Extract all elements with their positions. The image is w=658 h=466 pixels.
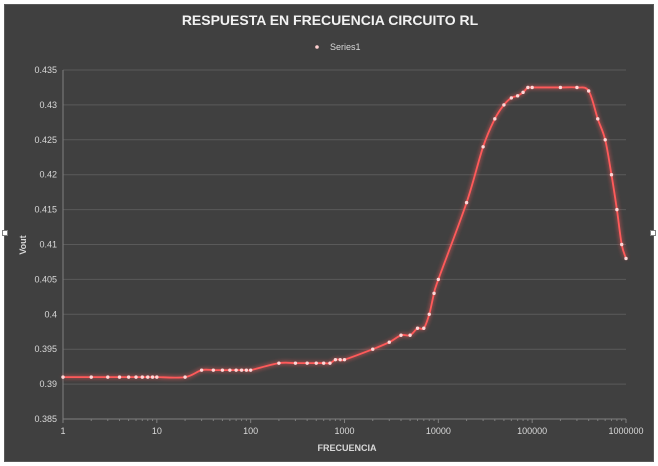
data-point[interactable] <box>328 361 332 365</box>
data-point[interactable] <box>146 375 150 379</box>
data-point[interactable] <box>575 85 579 90</box>
y-tick-label: 0.385 <box>34 414 57 424</box>
data-point[interactable] <box>515 94 520 98</box>
y-tick-label: 0.405 <box>34 274 57 284</box>
data-point[interactable] <box>277 361 281 365</box>
x-tick-label: 10000 <box>426 426 451 436</box>
data-point[interactable] <box>89 375 93 379</box>
data-point[interactable] <box>150 375 155 379</box>
data-point[interactable] <box>61 375 65 379</box>
data-point[interactable] <box>234 368 238 372</box>
x-tick-label: 1 <box>60 426 65 436</box>
y-axis-title: Vout <box>18 235 28 254</box>
data-point[interactable] <box>493 117 497 121</box>
data-point[interactable] <box>427 312 431 316</box>
data-point[interactable] <box>305 361 309 365</box>
data-point[interactable] <box>371 347 375 351</box>
data-point[interactable] <box>134 375 138 379</box>
y-tick-label: 0.425 <box>34 135 57 145</box>
y-tick-label: 0.39 <box>39 379 57 389</box>
resize-handle-right[interactable] <box>650 230 656 236</box>
y-tick-label: 0.415 <box>34 205 57 215</box>
data-point[interactable] <box>521 90 525 95</box>
series-line <box>63 86 627 379</box>
y-tick-label: 0.42 <box>39 170 57 180</box>
data-point[interactable] <box>432 291 436 296</box>
data-point[interactable] <box>183 375 187 379</box>
data-point[interactable] <box>422 326 426 330</box>
data-point[interactable] <box>106 375 110 379</box>
chart-area[interactable]: RESPUESTA EN FRECUENCIA CIRCUITO RL Seri… <box>4 4 654 462</box>
data-point[interactable] <box>314 361 318 365</box>
data-point[interactable] <box>620 242 624 247</box>
data-point[interactable] <box>199 368 204 372</box>
x-tick-label: 100000 <box>517 426 547 436</box>
data-point[interactable] <box>239 368 244 372</box>
data-point[interactable] <box>321 361 326 365</box>
x-tick-label: 100 <box>243 426 258 436</box>
data-point[interactable] <box>481 145 485 149</box>
series-layer <box>61 85 628 379</box>
data-point[interactable] <box>615 207 619 212</box>
data-point[interactable] <box>117 375 122 379</box>
legend-label: Series1 <box>330 42 361 52</box>
x-tick-label: 1000000 <box>608 426 643 436</box>
data-point[interactable] <box>126 375 131 379</box>
data-point[interactable] <box>333 357 338 362</box>
data-point[interactable] <box>436 277 441 282</box>
data-point[interactable] <box>530 85 534 90</box>
data-point[interactable] <box>464 200 469 205</box>
data-point[interactable] <box>342 357 347 362</box>
data-point[interactable] <box>609 173 614 177</box>
data-point[interactable] <box>387 340 391 344</box>
data-point[interactable] <box>624 256 628 261</box>
x-axis-title: FRECUENCIA <box>317 443 377 453</box>
data-point[interactable] <box>244 368 249 372</box>
legend-marker <box>315 45 319 49</box>
chart-title: RESPUESTA EN FRECUENCIA CIRCUITO RL <box>182 12 479 28</box>
data-point[interactable] <box>211 368 216 372</box>
data-point[interactable] <box>415 326 420 330</box>
data-point[interactable] <box>155 375 159 379</box>
data-point[interactable] <box>248 368 253 372</box>
y-tick-label: 0.395 <box>34 344 57 354</box>
data-point[interactable] <box>526 85 530 90</box>
data-point[interactable] <box>408 333 412 337</box>
data-point[interactable] <box>338 357 342 362</box>
x-tick-label: 1000 <box>334 426 354 436</box>
data-point[interactable] <box>586 89 591 93</box>
chart-svg: RESPUESTA EN FRECUENCIA CIRCUITO RL Seri… <box>18 12 644 453</box>
y-tick-label: 0.435 <box>34 65 57 75</box>
legend[interactable]: Series1 <box>307 42 361 52</box>
y-tick-label: 0.41 <box>39 240 57 250</box>
x-tick-label: 10 <box>152 426 162 436</box>
data-point[interactable] <box>220 368 225 372</box>
data-point[interactable] <box>596 117 600 121</box>
data-point[interactable] <box>399 333 403 337</box>
data-point[interactable] <box>603 138 607 142</box>
data-point[interactable] <box>293 361 298 365</box>
gridlines <box>63 69 626 420</box>
data-point[interactable] <box>140 375 144 379</box>
data-point[interactable] <box>509 96 514 100</box>
y-tick-label: 0.4 <box>44 309 57 319</box>
data-point[interactable] <box>558 85 563 90</box>
resize-handle-left[interactable] <box>2 230 8 236</box>
data-point[interactable] <box>228 368 232 372</box>
data-point[interactable] <box>502 103 506 107</box>
y-tick-label: 0.43 <box>39 100 57 110</box>
axes: 0.385 0.39 0.395 0.4 0.405 0.41 0.415 0.42 0.425… <box>34 65 643 436</box>
